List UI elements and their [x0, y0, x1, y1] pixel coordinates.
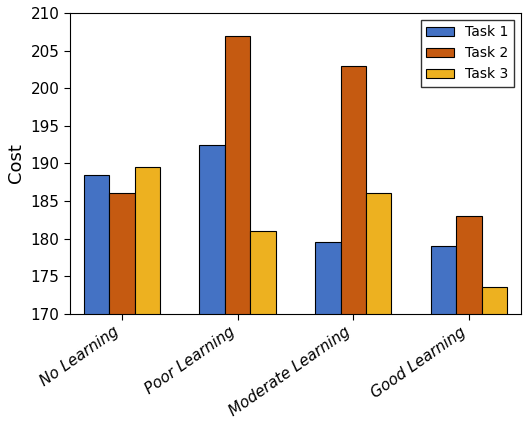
Bar: [341, 66, 366, 426]
Bar: [456, 216, 482, 426]
Bar: [225, 35, 250, 426]
Bar: [135, 167, 160, 426]
Bar: [315, 242, 341, 426]
Bar: [109, 193, 135, 426]
Bar: [200, 144, 225, 426]
Bar: [482, 288, 507, 426]
Bar: [431, 246, 456, 426]
Y-axis label: Cost: Cost: [7, 144, 25, 183]
Legend: Task 1, Task 2, Task 3: Task 1, Task 2, Task 3: [421, 20, 514, 87]
Bar: [84, 175, 109, 426]
Bar: [250, 231, 276, 426]
Bar: [366, 193, 391, 426]
